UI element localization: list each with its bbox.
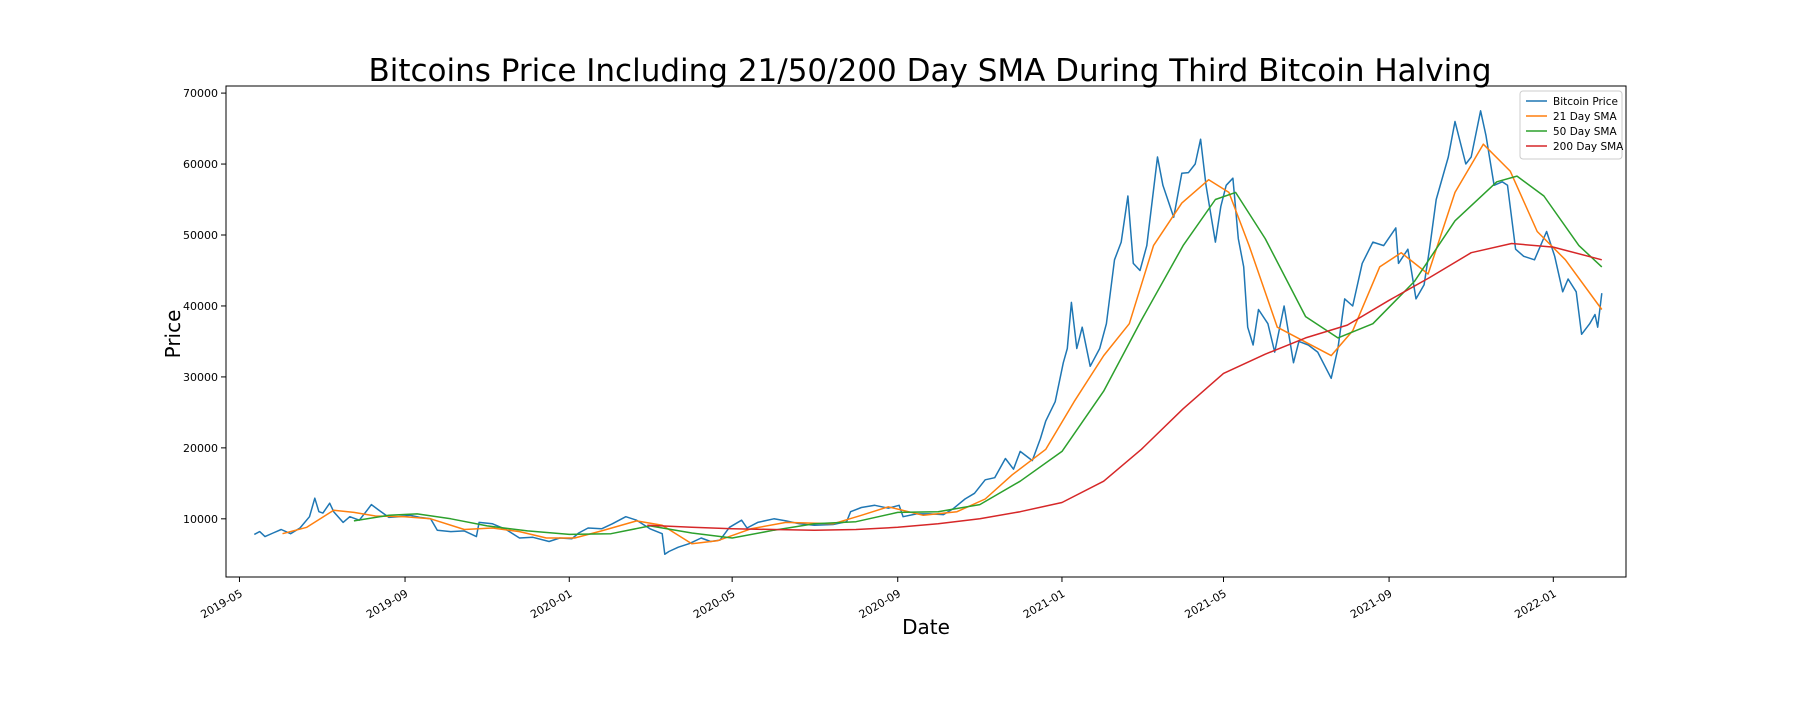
y-axis-label: Price — [161, 310, 185, 359]
x-tick-label: 2020-01 — [528, 587, 574, 621]
x-tick-label: 2022-01 — [1512, 587, 1558, 621]
series-line-1 — [253, 110, 1603, 556]
x-tick-label: 2020-09 — [857, 587, 903, 621]
x-tick-label: 2020-05 — [691, 587, 737, 621]
y-tick-label: 50000 — [183, 229, 218, 242]
x-axis-label: Date — [902, 615, 950, 639]
plot-frame — [225, 85, 1627, 578]
legend-label: 50 Day SMA — [1553, 126, 1617, 138]
y-tick-label: 30000 — [183, 371, 218, 384]
chart-title: Bitcoins Price Including 21/50/200 Day S… — [368, 53, 1491, 89]
legend-box — [1519, 90, 1623, 160]
x-tick-label: 2021-01 — [1021, 587, 1067, 621]
x-tick-label: 2021-05 — [1183, 587, 1229, 621]
y-tick-label: 40000 — [183, 300, 218, 313]
x-tick-label: 2019-09 — [364, 587, 410, 621]
y-tick-label: 60000 — [183, 158, 218, 171]
x-tick-label: 2021-09 — [1348, 587, 1394, 621]
y-tick-label: 10000 — [183, 513, 218, 526]
legend: Bitcoin Price 21 Day SMA 50 Day SMA 200 Day… — [1519, 90, 1624, 160]
series-line-3 — [353, 175, 1603, 539]
x-tick-label: 2019-05 — [199, 587, 245, 621]
legend-label: 21 Day SMA — [1553, 111, 1617, 123]
series-layer — [253, 110, 1603, 556]
axes-layer: 2019-05 2019-09 2020-01 2020-05 2020-09 2021-… — [183, 87, 1559, 621]
series-line-4 — [647, 242, 1602, 531]
y-tick-label: 70000 — [183, 87, 218, 100]
legend-label: 200 Day SMA — [1553, 141, 1624, 153]
legend-label: Bitcoin Price — [1553, 96, 1618, 108]
y-tick-label: 20000 — [183, 442, 218, 455]
series-line-2 — [282, 143, 1603, 545]
